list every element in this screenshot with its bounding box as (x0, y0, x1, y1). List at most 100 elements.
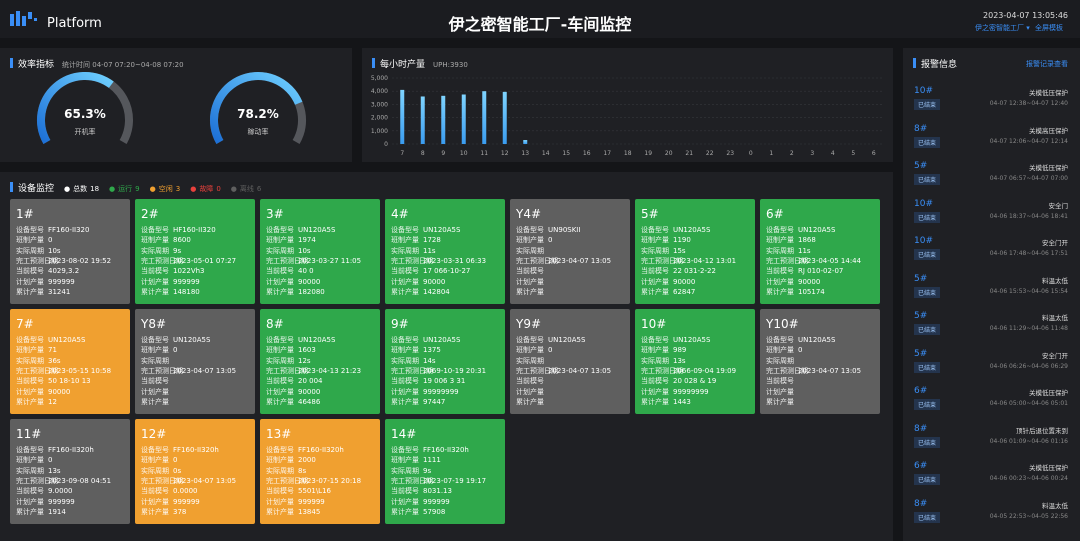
device-card[interactable]: Y4# 设备型号 UN90SKII 班制产量 0 实际周期 完工预测日期2023-04-07… (510, 199, 630, 304)
field-value: 0.0000 (173, 487, 198, 496)
field-label: 完工预测日期 (641, 366, 683, 375)
field-value: UN120A5S (298, 336, 336, 344)
field-value: 2023-09-08 04:51 (48, 476, 112, 485)
alarm-history-link[interactable]: 报警记录查看 (1026, 60, 1068, 68)
alarm-message: 安全门开 (1042, 351, 1068, 360)
field-label: 班制产量 (766, 346, 794, 355)
device-field: 设备型号 UN120A5S (766, 226, 835, 235)
alarm-message: 料温太低 (1042, 276, 1068, 285)
logo-icon (10, 11, 37, 26)
field-value: 2000 (298, 456, 316, 465)
device-card[interactable]: 10# 设备型号 UN120A5S 班制产量 989 实际周期 13s 完工预测日期2066-… (635, 309, 755, 414)
device-field: 实际周期 10s (266, 247, 311, 256)
device-field: 班制产量 1190 (641, 236, 691, 245)
field-value: 4029,3.2 (48, 267, 80, 276)
field-value: 2023-04-07 13:05 (548, 366, 612, 375)
device-card[interactable]: 9# 设备型号 UN120A5S 班制产量 1375 实际周期 14s 完工预测日期2069-… (385, 309, 505, 414)
device-card[interactable]: 4# 设备型号 UN120A5S 班制产量 1728 实际周期 11s 完工预测日期2023-… (385, 199, 505, 304)
field-label: 计划产量 (516, 387, 544, 396)
device-card[interactable]: 2# 设备型号 HF160-II320 班制产量 8600 实际周期 9s 完工预测日期202… (135, 199, 255, 304)
field-label: 完工预测日期 (766, 256, 808, 265)
device-card[interactable]: Y8# 设备型号 UN120A5S 班制产量 0 实际周期 完工预测日期2023-04-07… (135, 309, 255, 414)
field-label: 完工预测日期 (516, 256, 558, 265)
field-label: 当前模号 (141, 267, 169, 276)
y-tick-label: 0 (384, 141, 388, 148)
field-value: 1443 (673, 397, 691, 406)
alarms-panel: 报警信息 报警记录查看 10# 已结束 关模低压保护 04-07 12:38~04-0… (903, 48, 1080, 541)
alarm-message: 料温太低 (1042, 501, 1068, 510)
device-field: 设备型号 UN120A5S (641, 226, 710, 235)
alarm-machine: 8# (914, 498, 928, 509)
field-label: 实际周期 (266, 466, 294, 475)
field-label: 实际周期 (16, 356, 44, 365)
alarm-machine: 5# (914, 273, 928, 284)
field-value: UN120A5S (798, 226, 836, 234)
device-card[interactable]: 7# 设备型号 UN120A5S 班制产量 71 实际周期 36s 完工预测日期2023-05… (10, 309, 130, 414)
device-card[interactable]: 6# 设备型号 UN120A5S 班制产量 1868 实际周期 11s 完工预测日期2023-… (760, 199, 880, 304)
field-label: 设备型号 (16, 336, 44, 344)
field-value: UN120A5S (673, 336, 711, 344)
field-value: 1974 (298, 236, 316, 245)
field-label: 班制产量 (266, 346, 294, 355)
device-card[interactable]: 5# 设备型号 UN120A5S 班制产量 1190 实际周期 15s 完工预测日期2023-… (635, 199, 755, 304)
template-button[interactable]: 全屏模板 (1035, 24, 1063, 32)
device-card[interactable]: 14# 设备型号 FF160-II320h 班制产量 1111 实际周期 9s 完工预测日期2… (385, 419, 505, 524)
device-field: 实际周期 (766, 357, 798, 366)
alarm-status: 已结束 (914, 474, 941, 485)
device-field: 实际周期 9s (391, 467, 431, 476)
field-value: 1111 (423, 456, 441, 465)
field-value: 22 031-2-22 (673, 267, 716, 276)
field-value: 90000 (673, 277, 696, 286)
x-tick-label: 7 (400, 150, 404, 157)
device-card[interactable]: 13# 设备型号 FF160-II320h 班制产量 2000 实际周期 8s 完工预测日期2… (260, 419, 380, 524)
factory-select[interactable]: 伊之密智能工厂 ▾ (975, 24, 1030, 32)
device-field: 计划产量 90000 (266, 388, 320, 397)
device-card[interactable]: 12# 设备型号 FF160-II320h 班制产量 0 实际周期 0s 完工预测日期2023… (135, 419, 255, 524)
legend-dot: ● (230, 185, 237, 193)
alarm-item: 5# 已结束 关模低压保护 04-07 06:57~04-07 07:00 (903, 161, 1080, 197)
field-value: 0 (48, 456, 53, 465)
field-value: 2023-04-13 21:23 (298, 366, 362, 375)
gauge-arc (210, 72, 303, 144)
device-field: 当前模号 0.0000 (141, 487, 198, 496)
field-label: 累计产量 (641, 287, 669, 296)
bar (461, 94, 466, 144)
field-label: 设备型号 (516, 226, 544, 234)
field-label: 设备型号 (516, 336, 544, 344)
x-tick-label: 6 (872, 150, 876, 157)
alarm-item: 6# 已结束 关模低压保护 04-06 00:23~04-06 00:24 (903, 461, 1080, 497)
alarm-message: 关模低压保护 (1029, 164, 1068, 172)
legend-label: 离线 (239, 185, 254, 193)
device-field: 计划产量 (141, 388, 173, 397)
field-label: 计划产量 (16, 277, 44, 286)
device-card[interactable]: 3# 设备型号 UN120A5S 班制产量 1974 实际周期 10s 完工预测日期2023-… (260, 199, 380, 304)
field-value: 9s (173, 246, 182, 255)
field-label: 当前模号 (391, 267, 419, 276)
device-card[interactable]: 11# 设备型号 FF160-II320h 班制产量 0 实际周期 13s 完工预测日期202… (10, 419, 130, 524)
device-card[interactable]: Y10# 设备型号 UN120A5S 班制产量 0 实际周期 完工预测日期2023-04-0… (760, 309, 880, 414)
alarm-machine: 8# (914, 423, 928, 434)
field-label: 计划产量 (141, 497, 169, 506)
device-field: 班制产量 8600 (141, 236, 191, 245)
device-field: 累计产量 1914 (16, 508, 66, 517)
device-field: 累计产量 (516, 288, 548, 297)
field-value: 97447 (423, 397, 446, 406)
alarm-message: 顶针后退位置未到 (1016, 426, 1068, 435)
x-tick-label: 9 (441, 150, 445, 157)
device-card[interactable]: 1# 设备型号 FF160-II320 班制产量 0 实际周期 10s 完工预测日期2023-… (10, 199, 130, 304)
device-field: 实际周期 9s (141, 247, 181, 256)
alarm-status: 已结束 (914, 361, 941, 373)
field-label: 班制产量 (16, 456, 44, 465)
field-label: 完工预测日期 (141, 256, 183, 265)
field-value: 20 028 & 19 (673, 377, 717, 386)
device-card[interactable]: Y9# 设备型号 UN120A5S 班制产量 0 实际周期 完工预测日期2023-04-07… (510, 309, 630, 414)
device-field: 完工预测日期2023-03-27 11:05 (266, 257, 361, 266)
x-tick-label: 11 (480, 150, 488, 157)
field-value: 50 18-10 13 (48, 377, 91, 386)
device-name: 11# (16, 427, 42, 441)
device-card[interactable]: 8# 设备型号 UN120A5S 班制产量 1603 实际周期 12s 完工预测日期2023-… (260, 309, 380, 414)
field-label: 实际周期 (391, 246, 419, 255)
field-label: 班制产量 (16, 346, 44, 355)
field-value: 2023-05-15 10:58 (48, 366, 112, 375)
hourly-panel: 每小时产量 UPH:3930 0 1,000 2,000 3,000 4,000 5,000… (362, 48, 893, 162)
